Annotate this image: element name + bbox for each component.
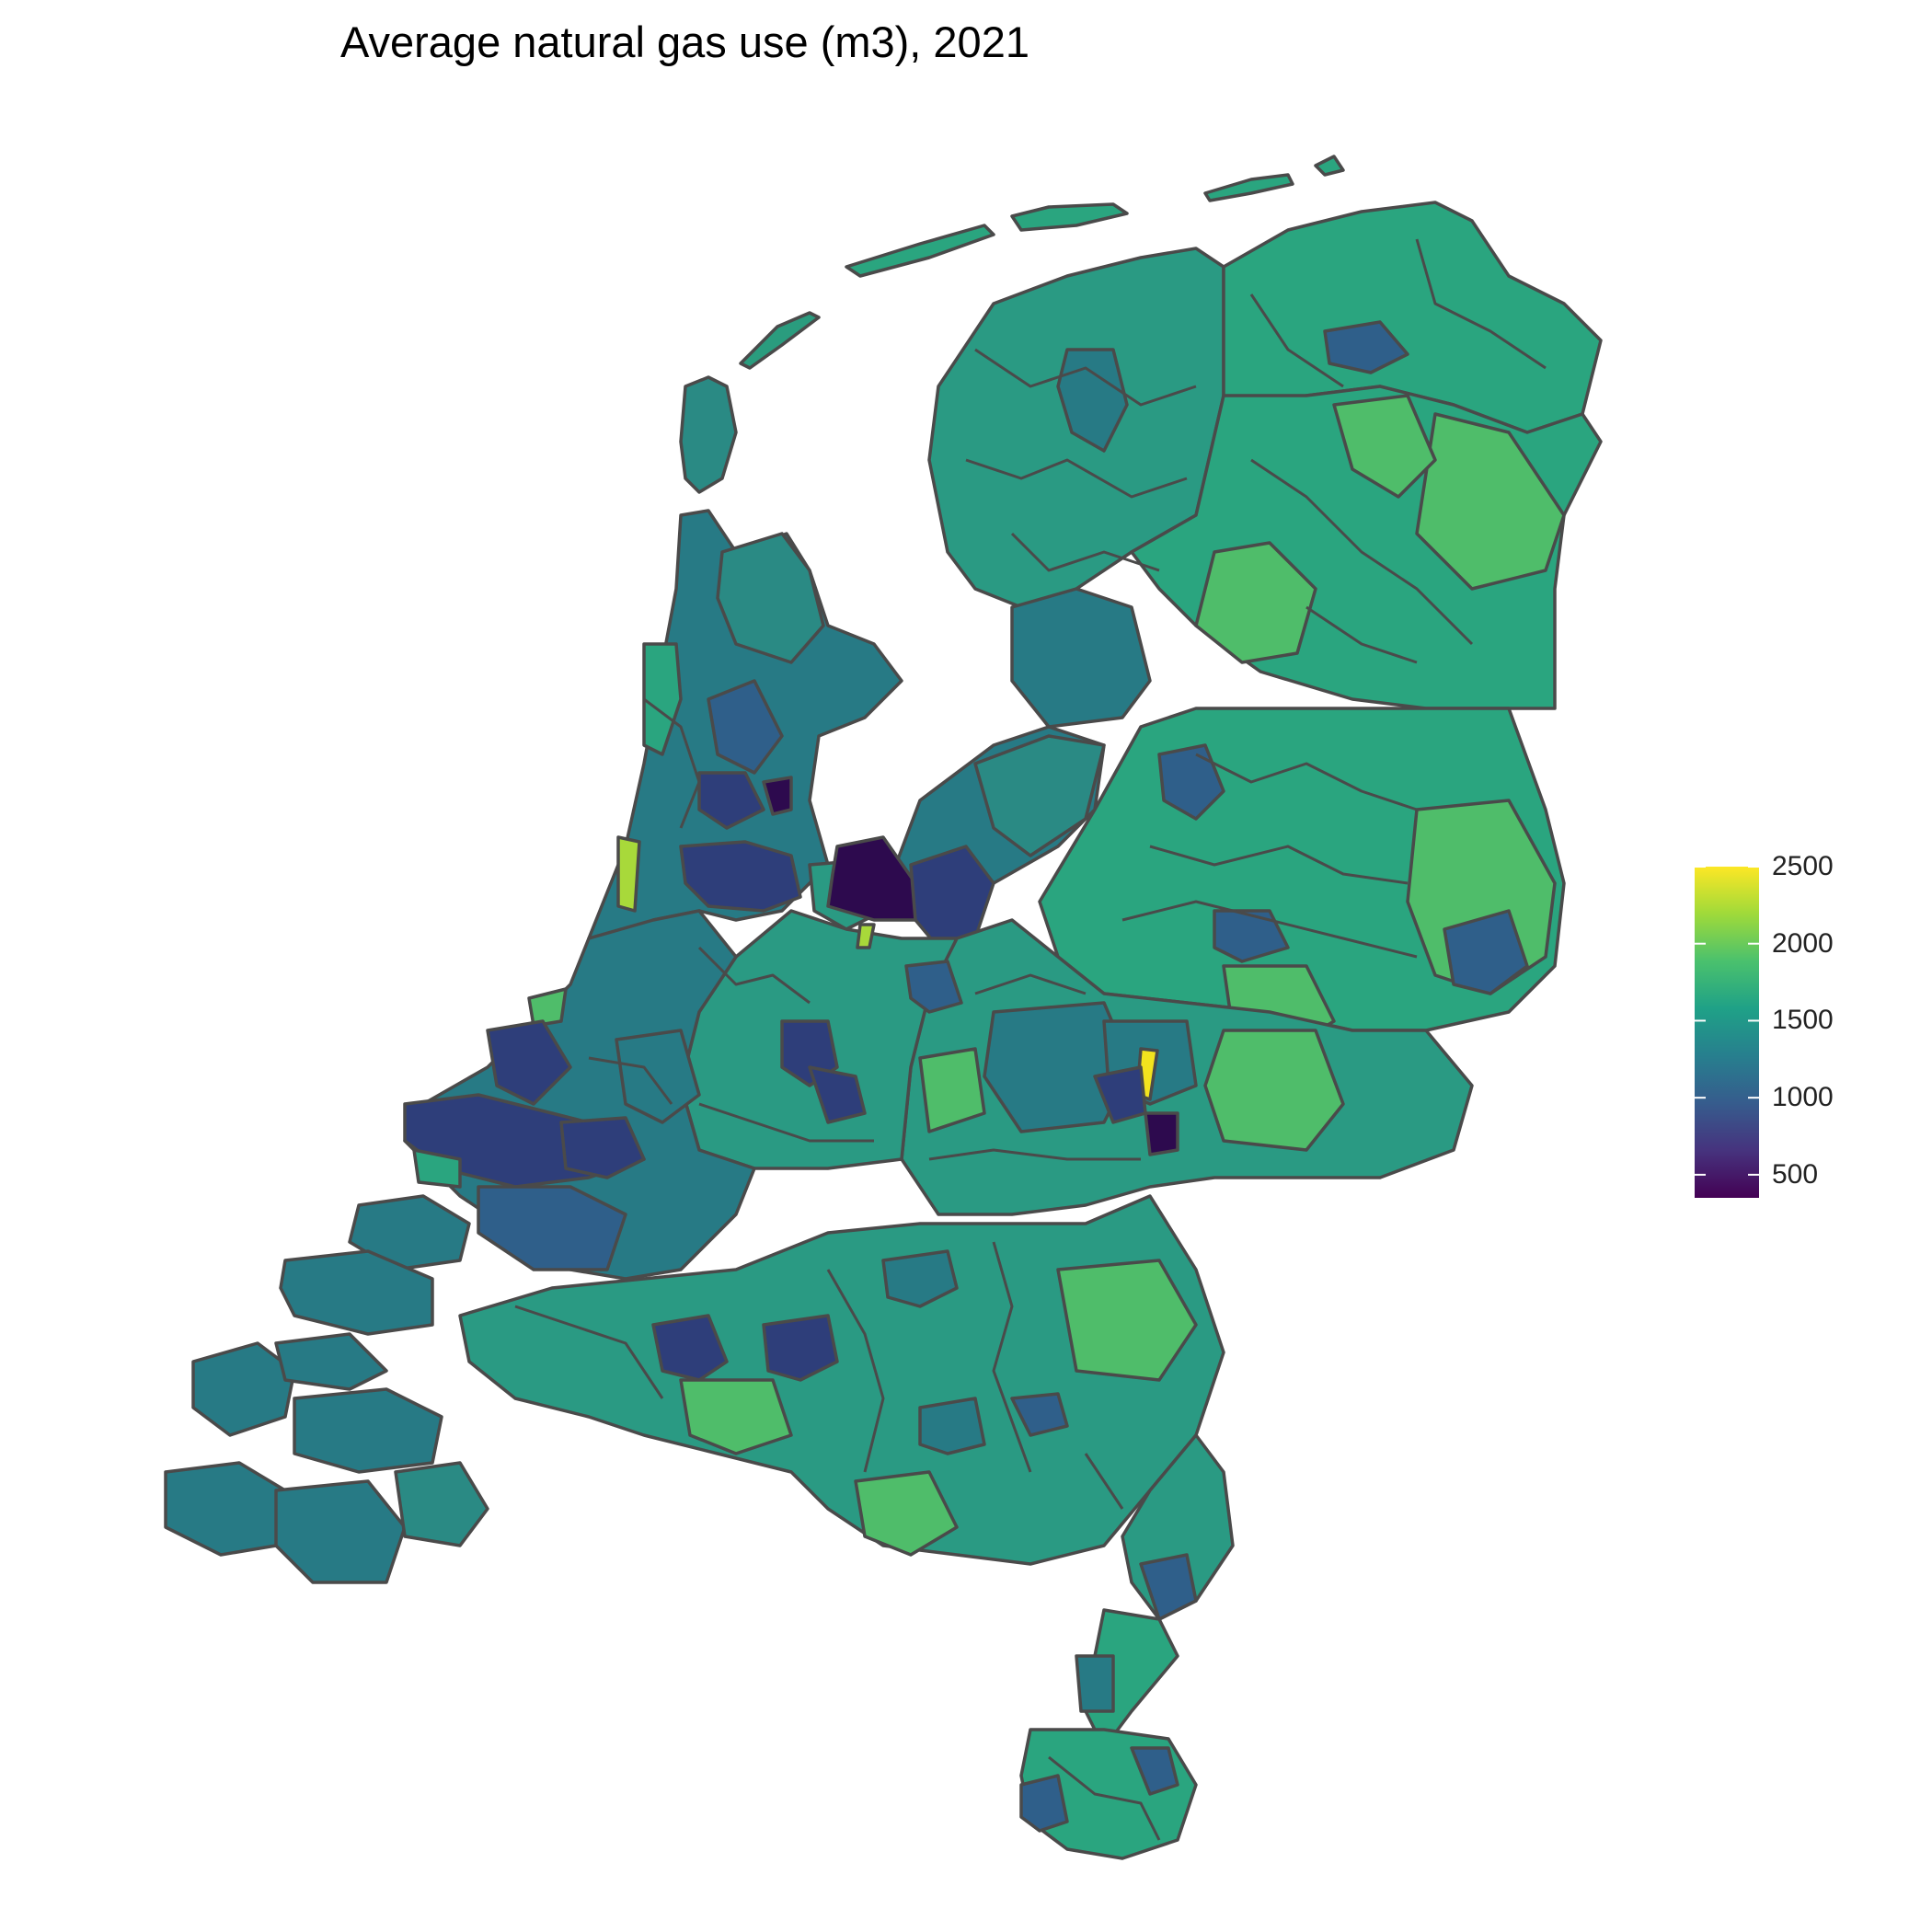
legend-tick-label: 500 [1772,1158,1819,1190]
legend-tick-label: 2500 [1772,851,1834,881]
border-line [698,1102,874,1143]
region-zwolle [1157,743,1225,821]
region-breda [651,1314,729,1382]
region-veluwe [983,1001,1133,1133]
border-line [826,1269,885,1473]
region-leeuwarden [1056,348,1129,453]
region-walcheren [191,1341,296,1437]
region-amsterdam [679,840,802,913]
border-line [1084,1453,1124,1510]
border-line [1195,753,1418,811]
region-noord-beveland [274,1332,388,1391]
border-line [992,1241,1032,1473]
border-line [974,973,1087,995]
region-terschelling [845,224,995,278]
region-zuid-beveland [293,1387,443,1474]
region-schiermonnikoog [1203,173,1294,202]
region-noord-holland-north [716,532,825,664]
region-voorne [412,1148,462,1189]
region-schouwen [279,1249,434,1336]
region-emmen-area [1415,412,1566,591]
region-groningen-city [1323,320,1409,374]
border-line [1249,293,1344,388]
region-ameland [1010,202,1129,232]
border-line [643,697,701,829]
legend-tick-label: 2000 [1772,927,1834,959]
color-legend: 500 1000 1500 2000 2500 [1674,851,1895,1205]
region-zeeuws-vlaanderen-west [164,1461,287,1557]
region-zaanstad [697,771,765,830]
region-drenthe-north [1332,394,1437,499]
border-line [928,1148,1141,1161]
region-zeewolde [973,734,1106,857]
region-achterhoek [1203,1029,1345,1152]
region-amersfoort [904,960,963,1014]
map-title: Average natural gas use (m3), 2021 [340,17,1029,66]
border-line [1305,605,1418,664]
legend-tick-label: 1500 [1772,1005,1834,1036]
region-deventer [1213,909,1290,963]
border-line [1121,900,1418,959]
region-heerlen [1130,1746,1179,1796]
region-rottumeroog [1314,155,1345,177]
region-lelystad-edge [762,776,793,816]
region-enschede [1443,909,1529,995]
region-kempen [854,1470,959,1557]
region-assen-area [1194,541,1317,664]
border-line [965,458,1188,499]
region-alkmaar-coast [642,642,683,756]
region-nieuwegein [808,1065,867,1124]
legend-tick-label: 1000 [1772,1082,1834,1113]
region-haarlem-coast [616,835,641,913]
region-nijmegen [1144,1111,1179,1156]
region-tilburg [762,1314,839,1382]
legend-colorbar [1695,866,1759,1198]
border-line [1010,532,1160,572]
region-den-bosch [881,1249,959,1308]
border-line [697,946,811,1005]
region-noordoostpolder [1010,587,1152,729]
region-zeeuws-vlaanderen-mid [274,1479,407,1584]
region-gouda [615,1029,701,1124]
region-venlo [1139,1553,1198,1621]
region-leiden-coast [527,987,568,1028]
region-brabant-east [1056,1259,1198,1382]
border-line [1250,458,1474,646]
region-vlieland [739,311,821,370]
region-purmerend [707,679,784,775]
region-dordrecht [559,1116,646,1179]
region-texel [679,375,738,494]
region-roermond [1075,1654,1115,1713]
border-line [588,1056,673,1105]
region-maastricht [1019,1774,1069,1833]
legend-gradient-bar [1695,867,1759,1198]
region-helmond [1010,1392,1069,1437]
region-brabant-south [679,1378,793,1455]
region-eindhoven [918,1397,986,1455]
region-hoeksche-waard [477,1185,627,1271]
region-almere-shore [856,923,876,949]
border-line [974,348,1197,407]
border-line [1415,238,1547,370]
border-line [1048,1755,1161,1841]
region-zeeuws-vlaanderen-east [394,1461,489,1547]
border-line [1149,845,1409,885]
region-den-haag [486,1019,572,1106]
region-goeree [348,1194,471,1271]
region-ede [918,1047,986,1133]
region-almere [826,835,922,922]
border-line [514,1305,664,1399]
